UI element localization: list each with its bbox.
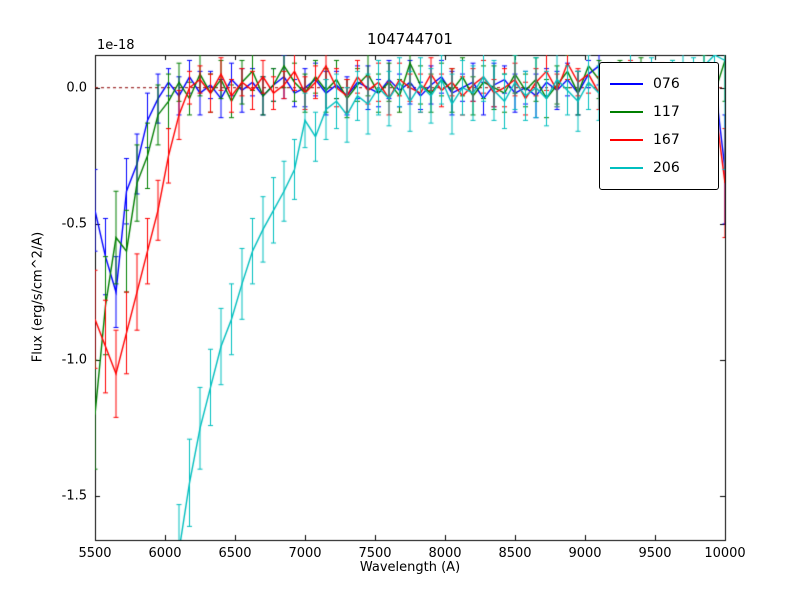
legend-label: 206 [653, 160, 680, 176]
plot-title: 104744701 [367, 30, 453, 48]
y-tick-label: -0.5 [61, 216, 87, 232]
x-tick-label: 7000 [288, 546, 322, 561]
legend-line-swatch [610, 83, 643, 85]
legend-entry: 167 [608, 126, 710, 154]
y-tick-label: -1.0 [61, 352, 87, 368]
legend-entry: 117 [608, 98, 710, 126]
legend-line-swatch [610, 111, 643, 113]
x-tick-label: 7500 [358, 546, 392, 561]
y-tick-label: 0.0 [66, 80, 87, 96]
legend-entry: 076 [608, 70, 710, 98]
x-tick-label: 8000 [428, 546, 462, 561]
legend-label: 167 [653, 132, 680, 148]
x-tick-label: 5500 [78, 546, 112, 561]
y-axis-label: Flux (erg/s/cm^2/A) [30, 231, 46, 363]
x-axis-label: Wavelength (A) [359, 560, 461, 575]
legend-label: 117 [653, 104, 680, 120]
legend-line-swatch [610, 139, 643, 141]
legend-line-swatch [610, 167, 643, 169]
y-tick-label: -1.5 [61, 488, 87, 504]
x-tick-label: 8500 [498, 546, 532, 561]
x-tick-label: 9000 [568, 546, 602, 561]
y-axis-offset-label: 1e-18 [97, 38, 135, 53]
x-tick-label: 9500 [638, 546, 672, 561]
legend-label: 076 [653, 76, 680, 92]
x-tick-label: 6500 [218, 546, 252, 561]
x-tick-label: 6000 [148, 546, 182, 561]
legend: 076 117 167 206 [599, 62, 719, 190]
x-tick-label: 10000 [704, 546, 746, 561]
legend-entry: 206 [608, 154, 710, 182]
